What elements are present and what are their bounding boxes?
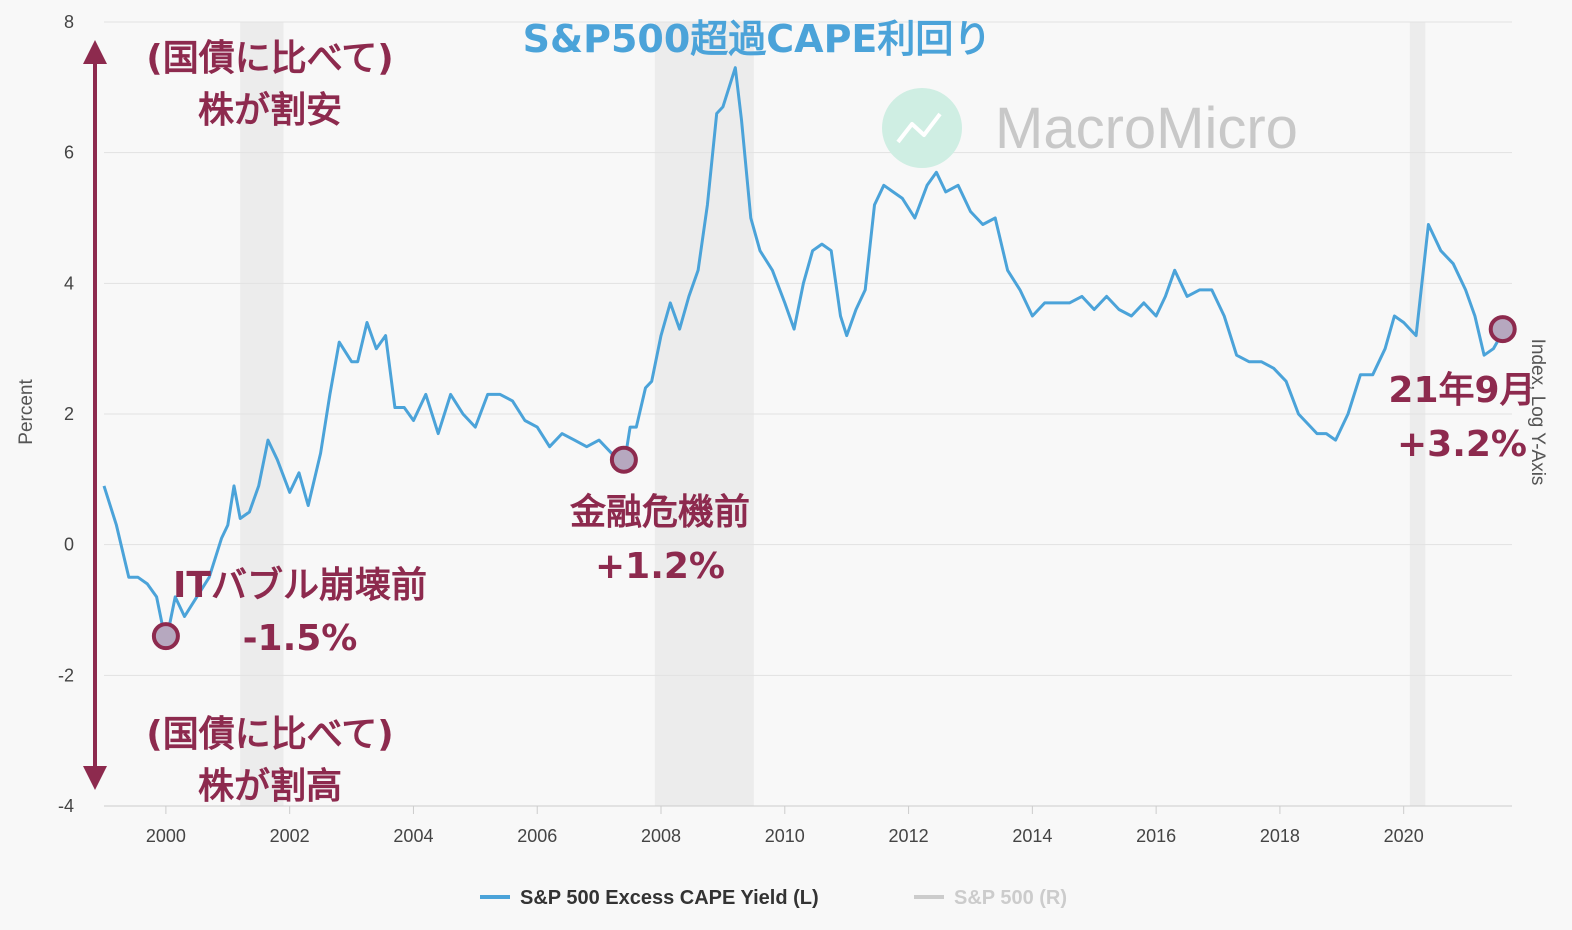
x-axis-ticks: 2000 2002 2004 2006 2008 2010 2012 2014 2016 2018… bbox=[146, 806, 1424, 846]
legend-item-sp500[interactable]: S&P 500 (R) bbox=[914, 887, 1067, 909]
arrow-top-label-2: 株が割安 bbox=[198, 90, 342, 131]
annotation-financial-crisis-label: 金融危機前 bbox=[569, 491, 750, 533]
valuation-arrow bbox=[83, 40, 107, 790]
y-tick-label: 2 bbox=[64, 404, 74, 424]
annotation-marker bbox=[1488, 315, 1517, 344]
y-axis-right-title: Index, Log Y-Axis bbox=[1527, 339, 1548, 486]
x-tick-label: 2012 bbox=[889, 826, 929, 846]
x-tick-label: 2004 bbox=[393, 826, 433, 846]
x-tick-label: 2020 bbox=[1384, 826, 1424, 846]
annotation-it-bubble-label: ITバブル崩壊前 bbox=[173, 564, 427, 606]
arrow-up-icon bbox=[83, 40, 107, 64]
annotation-financial-crisis-value: +1.2% bbox=[595, 546, 725, 587]
legend-label: S&P 500 Excess CAPE Yield (L) bbox=[520, 887, 819, 909]
y-tick-label: 4 bbox=[64, 273, 74, 293]
y-axis-title: Percent bbox=[16, 379, 37, 445]
x-tick-label: 2000 bbox=[146, 826, 186, 846]
y-tick-label: -4 bbox=[58, 796, 74, 816]
watermark: MacroMicro bbox=[882, 88, 1298, 168]
watermark-text: MacroMicro bbox=[995, 96, 1298, 161]
chart-title: S&P500超過CAPE利回り bbox=[523, 17, 992, 61]
legend: S&P 500 Excess CAPE Yield (L) S&P 500 (R… bbox=[480, 887, 1067, 909]
x-tick-label: 2010 bbox=[765, 826, 805, 846]
legend-item-excess-cape-yield[interactable]: S&P 500 Excess CAPE Yield (L) bbox=[480, 887, 819, 909]
arrow-top-label-1: (国債に比べて) bbox=[146, 38, 393, 79]
annotation-marker bbox=[609, 445, 638, 474]
chart-trend-icon bbox=[882, 88, 962, 168]
arrow-bottom-label-2: 株が割高 bbox=[198, 766, 342, 807]
x-tick-label: 2018 bbox=[1260, 826, 1300, 846]
annotation-markers bbox=[151, 315, 1517, 651]
arrow-down-icon bbox=[83, 766, 107, 790]
x-tick-label: 2016 bbox=[1136, 826, 1176, 846]
annotation-marker bbox=[151, 622, 180, 651]
y-axis-ticks: 8 6 4 2 0 -2 -4 bbox=[58, 12, 74, 816]
annotation-latest-label: 21年9月 bbox=[1388, 370, 1535, 411]
y-tick-label: 0 bbox=[64, 535, 74, 555]
grid-lines bbox=[104, 21, 1512, 807]
legend-label: S&P 500 (R) bbox=[954, 887, 1067, 909]
x-tick-label: 2008 bbox=[641, 826, 681, 846]
series-line-excess-cape-yield bbox=[102, 66, 1505, 645]
y-tick-label: 6 bbox=[64, 143, 74, 163]
x-tick-label: 2002 bbox=[270, 826, 310, 846]
y-tick-label: -2 bbox=[58, 665, 74, 685]
annotation-it-bubble-value: -1.5% bbox=[243, 618, 358, 659]
x-tick-label: 2014 bbox=[1012, 826, 1052, 846]
x-tick-label: 2006 bbox=[517, 826, 557, 846]
y-tick-label: 8 bbox=[64, 12, 74, 32]
annotation-latest-value: +3.2% bbox=[1397, 424, 1527, 465]
watermark-trend-line bbox=[896, 112, 942, 144]
arrow-bottom-label-1: (国債に比べて) bbox=[146, 714, 393, 755]
